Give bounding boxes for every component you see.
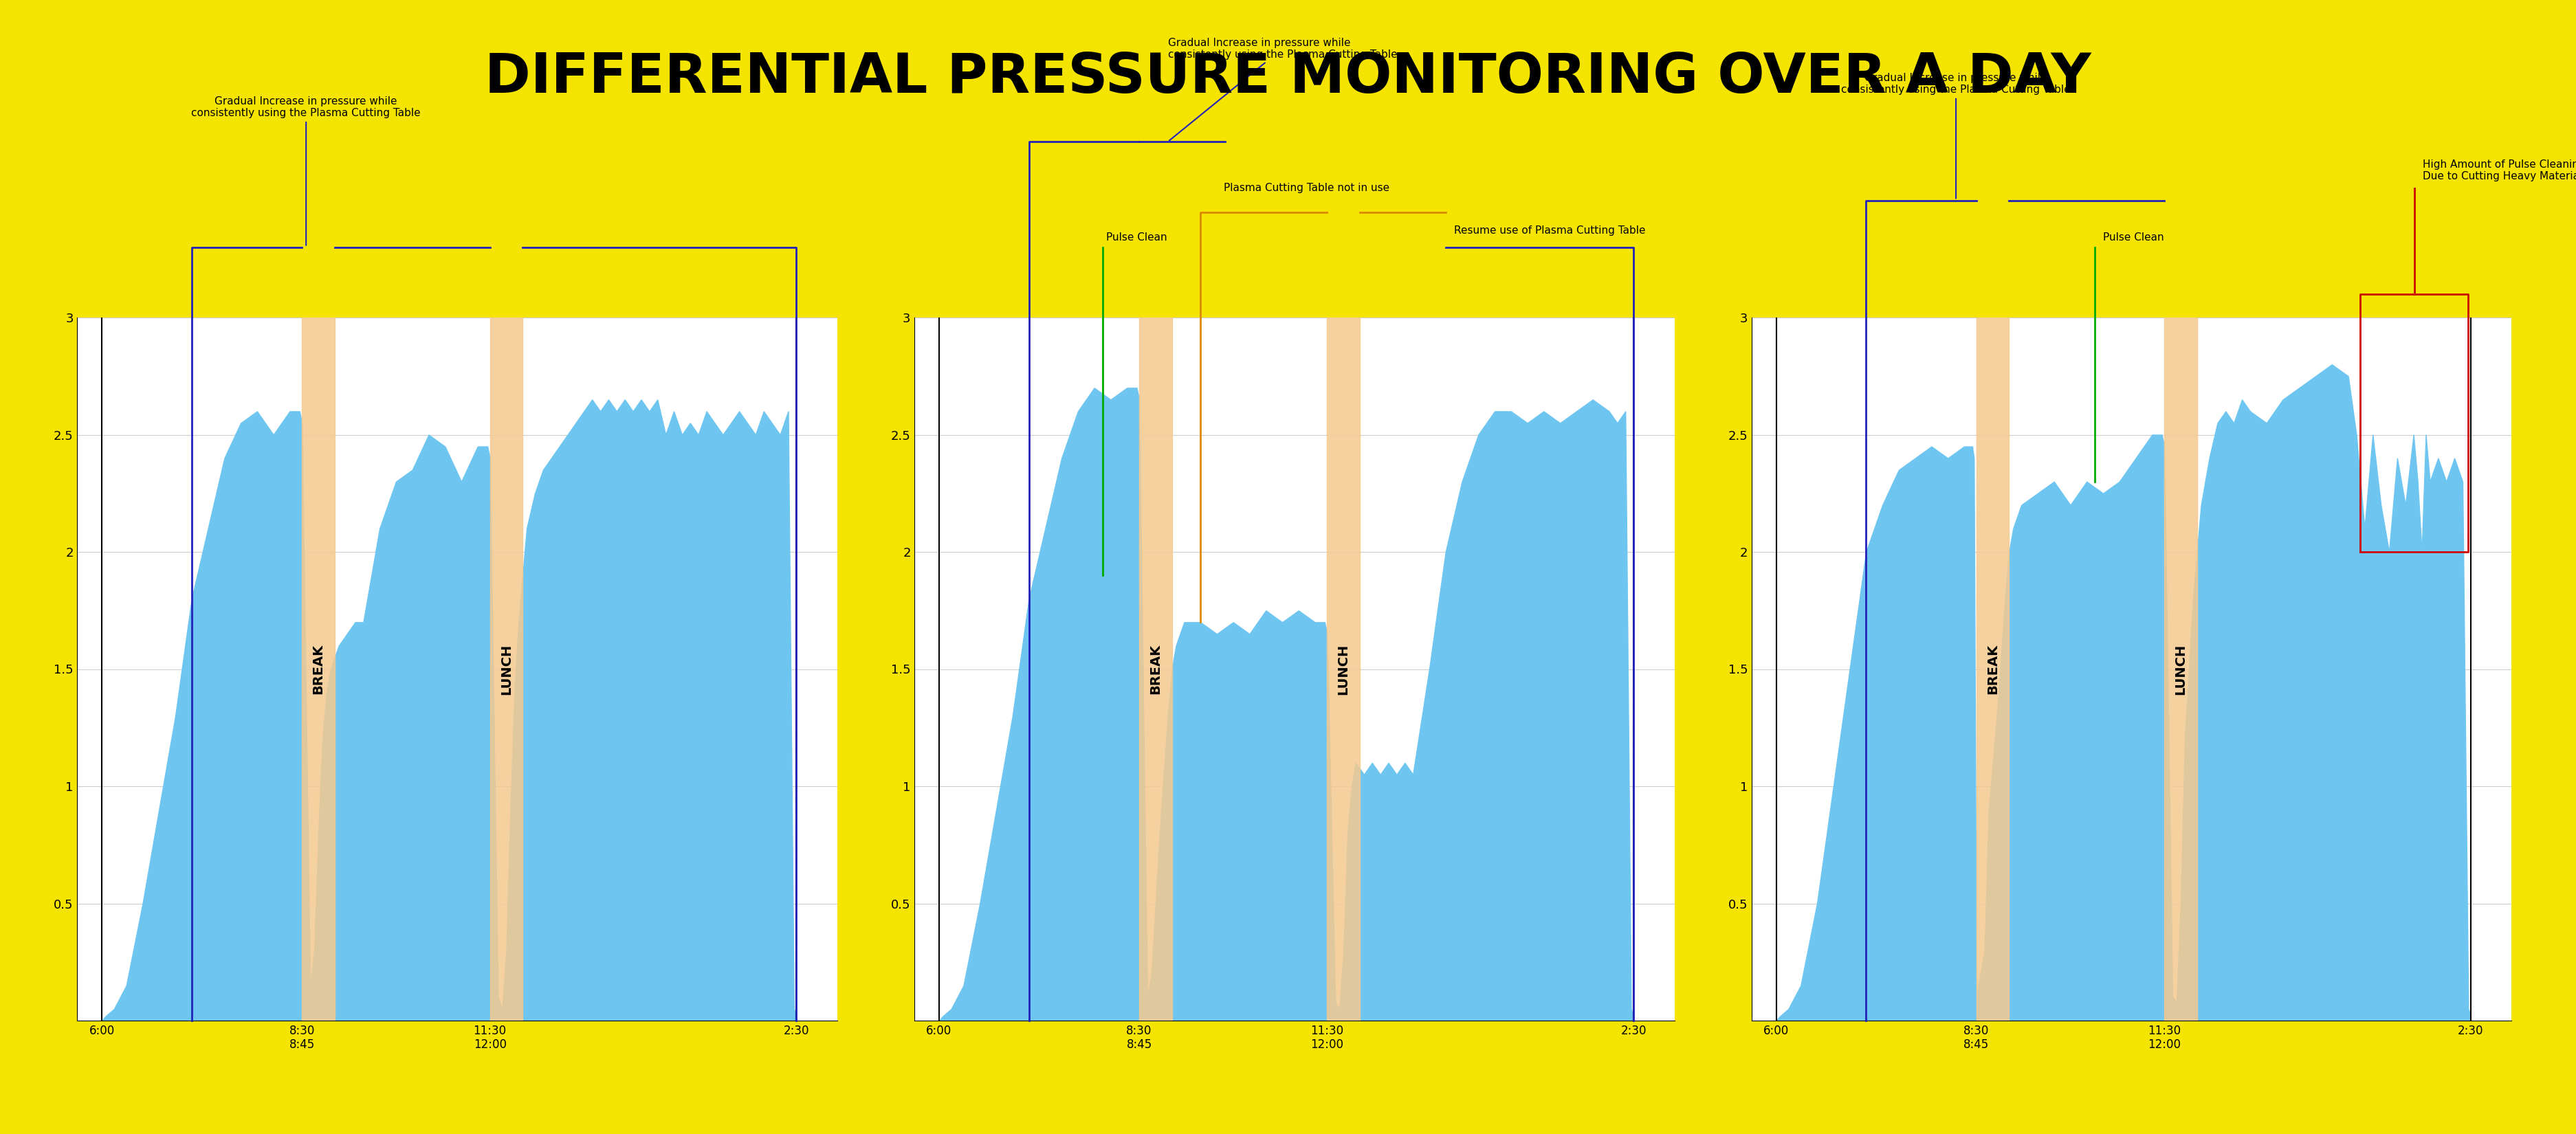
Bar — [1327, 318, 1360, 1021]
Text: LUNCH: LUNCH — [500, 644, 513, 694]
Text: BREAK: BREAK — [1149, 644, 1162, 694]
Bar — [1976, 318, 2009, 1021]
Bar — [1139, 318, 1172, 1021]
Text: BREAK: BREAK — [1986, 644, 1999, 694]
Bar — [2164, 318, 2197, 1021]
Text: Gradual Increase in pressure while
consistently using the Plasma Cutting Table: Gradual Increase in pressure while consi… — [191, 96, 420, 245]
Text: Resume use of Plasma Cutting Table: Resume use of Plasma Cutting Table — [1453, 226, 1646, 236]
Bar — [301, 318, 335, 1021]
Text: DIFFERENTIAL PRESSURE MONITORING OVER A DAY: DIFFERENTIAL PRESSURE MONITORING OVER A … — [484, 51, 2092, 104]
Text: LUNCH: LUNCH — [2174, 644, 2187, 694]
Bar — [489, 318, 523, 1021]
Text: Pulse Clean: Pulse Clean — [2102, 232, 2164, 243]
Text: LUNCH: LUNCH — [1337, 644, 1350, 694]
Text: Plasma Cutting Table not in use: Plasma Cutting Table not in use — [1224, 183, 1388, 193]
Text: Gradual Increase in pressure while
consistently using the Plasma Cutting Table: Gradual Increase in pressure while consi… — [1842, 73, 2071, 198]
Text: Pulse Clean: Pulse Clean — [1108, 232, 1167, 243]
Text: BREAK: BREAK — [312, 644, 325, 694]
Text: Gradual Increase in pressure while
consistently using the Plasma Cutting Table: Gradual Increase in pressure while consi… — [1167, 37, 1396, 141]
Text: High Amount of Pulse Cleaning
Due to Cutting Heavy Material: High Amount of Pulse Cleaning Due to Cut… — [2421, 159, 2576, 181]
